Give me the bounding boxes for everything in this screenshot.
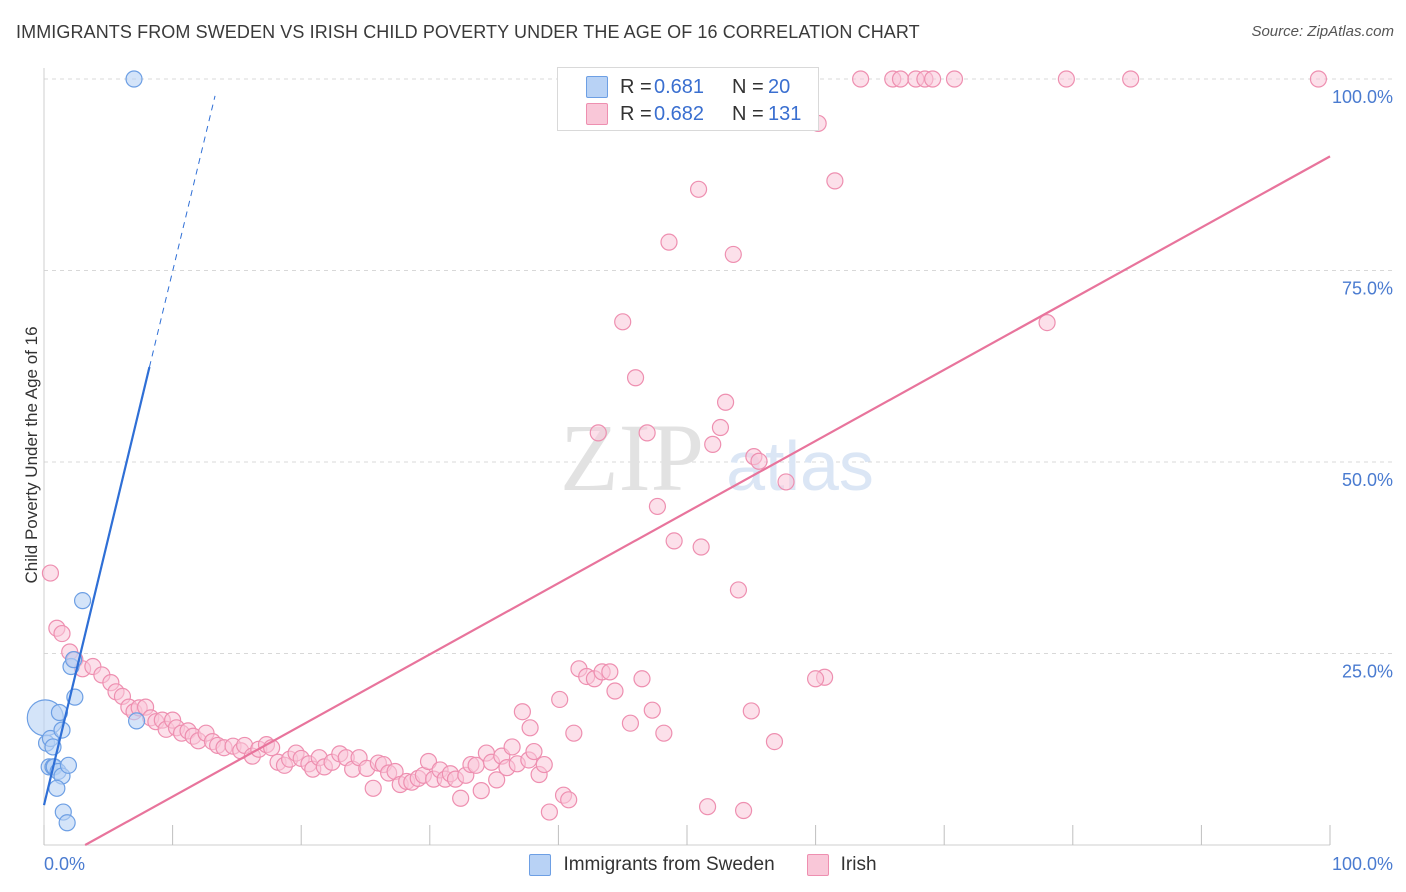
sweden-point [73,592,92,610]
x-tick-label: 0.0% [44,854,85,874]
irish-point [655,724,673,742]
irish-point [551,690,569,709]
source-label: Source: ZipAtlas.com [1251,23,1394,40]
irish-point [1122,70,1140,88]
irish-point [734,801,753,820]
irish-point [660,233,678,251]
irish-point [419,752,438,771]
chart-title: IMMIGRANTS FROM SWEDEN VS IRISH CHILD PO… [16,22,920,42]
irish-point [488,771,506,789]
legend-row-irish: R = 0.682 N = 131 [558,100,801,128]
legend-row-sweden: R = 0.681 N = 20 [558,73,790,101]
irish-point [601,663,619,681]
series-legend: Immigrants from Sweden Irish [0,852,1406,878]
irish-point [742,702,760,720]
irish-point [692,538,710,556]
irish-point [689,180,708,198]
irish-point [638,424,656,442]
irish-point [1309,70,1328,88]
r-value: 0.682 [654,102,705,125]
sweden-points [26,70,146,832]
irish-point [633,670,651,688]
irish-point [621,714,640,732]
legend-item-irish[interactable]: Irish [806,854,877,876]
irish-point [513,703,531,721]
watermark-zip: ZIP [560,404,704,511]
irish-point [852,70,870,88]
irish-point [535,755,553,774]
irish-point [364,779,382,797]
irish-point [560,791,578,809]
y-tick-label: 50.0% [1342,470,1393,490]
sweden-trend-line [42,366,151,806]
watermark-atlas: atlas [726,427,874,505]
legend-label: Irish [840,854,877,875]
irish-point [565,724,583,742]
watermark: ZIP atlas [560,404,874,511]
irish-point [924,70,942,88]
y-axis-label: Child Poverty Under the Age of 16 [22,326,41,584]
irish-point [648,497,667,516]
tick-labels: 25.0% 50.0% 75.0% 100.0% 0.0% 100.0% [44,87,1393,874]
irish-point [1038,313,1056,332]
irish-point [806,670,825,688]
sweden-point [125,70,143,88]
irish-legend-swatch [806,854,829,876]
r-label: R = [620,75,652,98]
irish-point [525,742,543,761]
r-label: R = [620,102,652,125]
sweden-legend-swatch [529,854,552,876]
irish-point [521,719,539,737]
irish-point [698,798,717,816]
irish-point [704,435,722,453]
irish-point [452,789,470,807]
irish-point [589,424,607,442]
trend-lines [42,95,1331,846]
irish-point [540,803,558,821]
irish-point [826,172,844,190]
irish-point [945,70,964,88]
irish-point [626,369,645,387]
sweden-swatch [586,76,608,98]
y-axis-label-wrap: Child Poverty Under the Age of 16 [4,0,52,892]
irish-point [643,701,661,719]
irish-point [665,532,683,550]
irish-point [614,313,632,331]
sweden-point [127,712,146,730]
irish-point [472,782,490,800]
irish-point [1057,70,1075,88]
irish-trend-line [84,155,1331,846]
legend-label: Immigrants from Sweden [563,854,775,875]
n-label: N = [732,75,764,98]
irish-point [750,452,768,470]
irish-point [503,738,521,756]
sweden-point [59,756,78,774]
irish-point [777,473,795,491]
irish-point [765,732,784,751]
irish-point [606,682,624,700]
irish-swatch [586,103,608,125]
correlation-legend: R = 0.681 N = 20 R = 0.682 N = 131 [557,67,819,131]
sweden-trend-extension [148,95,216,368]
irish-point [891,70,910,88]
irish-point [53,624,71,643]
n-value: 20 [768,75,791,98]
grid-lines [44,78,1395,654]
r-value: 0.681 [654,75,705,98]
irish-point [41,564,60,582]
y-tick-label: 25.0% [1342,662,1393,682]
irish-point [729,581,748,599]
y-tick-label: 75.0% [1342,279,1393,299]
irish-points [41,70,1328,821]
irish-point [711,418,730,437]
legend-item-sweden[interactable]: Immigrants from Sweden [529,854,775,876]
y-tick-label: 100.0% [1332,87,1393,107]
x-tick-label: 100.0% [1332,854,1393,874]
n-label: N = [732,102,764,125]
irish-point [716,393,735,411]
irish-point [724,245,742,264]
n-value: 131 [768,102,802,125]
sweden-point [58,814,76,832]
